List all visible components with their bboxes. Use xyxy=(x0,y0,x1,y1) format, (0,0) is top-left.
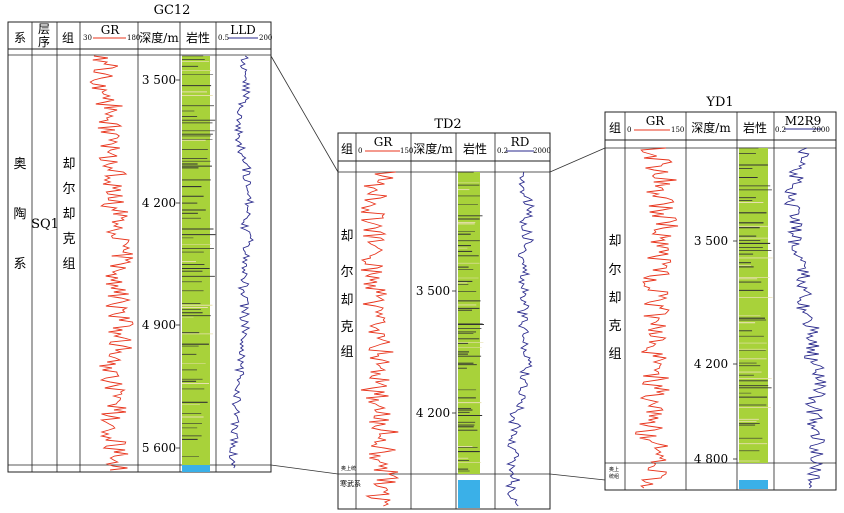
header-resistivity: M2R9 xyxy=(785,114,822,128)
formation-char: 克 xyxy=(62,232,75,247)
gr-curve-yd1 xyxy=(634,147,679,489)
formation-char: 却 xyxy=(62,207,75,222)
res-max: 2000 xyxy=(533,147,551,155)
header-formation: 组 xyxy=(62,31,74,45)
res-min: 0.2 xyxy=(775,126,786,134)
well-frame-yd1 xyxy=(604,111,837,491)
base-correlation-line xyxy=(270,464,339,475)
res-max: 200 xyxy=(259,34,272,42)
formation-char: 组 xyxy=(62,257,75,272)
gr-max: 150 xyxy=(400,147,413,155)
formation-char: 尔 xyxy=(62,182,75,197)
correlation-lines xyxy=(270,55,606,481)
header-depth: 深度/m xyxy=(413,141,453,156)
depth-tick: 4 800 xyxy=(694,452,728,466)
formation-char: 组 xyxy=(608,347,621,362)
formation-char: 却 xyxy=(340,293,353,308)
res-curve-yd1 xyxy=(783,147,827,489)
well-title-td2: TD2 xyxy=(434,117,461,132)
res-min: 0.2 xyxy=(497,147,508,155)
lithology-column-td2 xyxy=(458,171,484,508)
well-yd1: YD1 组 GR 0 150 深度/m 岩性 M2R9 0.2 2000 却 尔… xyxy=(604,95,837,491)
lithology-column-yd1 xyxy=(739,147,773,489)
top-correlation-line xyxy=(549,147,606,173)
depth-tick: 3 500 xyxy=(142,73,176,87)
well-title-yd1: YD1 xyxy=(705,95,733,110)
gr-min: 0 xyxy=(627,126,631,134)
header-lithology: 岩性 xyxy=(463,141,487,156)
depth-tick: 4 200 xyxy=(142,196,176,210)
header-gr: GR xyxy=(374,135,394,149)
header-resistivity: LLD xyxy=(230,23,256,37)
res-min: 0.5 xyxy=(218,34,229,42)
bottom-label-2: 寒武系 xyxy=(340,479,361,488)
formation-char: 尔 xyxy=(608,263,621,278)
gr-max: 180 xyxy=(127,34,140,42)
gr-curve-td2 xyxy=(360,171,400,507)
depth-tick: 5 600 xyxy=(142,441,176,455)
gr-min: 0 xyxy=(358,147,362,155)
bottom-label-1: 奥上 xyxy=(609,466,619,473)
header-system: 系 xyxy=(14,31,26,45)
formation-char: 组 xyxy=(340,345,353,360)
well-frame-gc12 xyxy=(7,21,272,473)
header-sequence-2: 序 xyxy=(38,34,50,49)
well-td2: TD2 组 GR 0 150 深度/m 岩性 RD 0.2 2000 却 尔 却… xyxy=(337,117,551,510)
formation-char: 克 xyxy=(340,320,353,335)
well-title-gc12: GC12 xyxy=(154,3,191,18)
header-gr: GR xyxy=(646,114,666,128)
res-curve-gc12 xyxy=(228,55,255,469)
base-correlation-line xyxy=(549,473,606,481)
depth-tick: 4 900 xyxy=(142,318,176,332)
well-frame-td2 xyxy=(337,132,551,510)
bottom-label-1: 奥上统 xyxy=(341,465,356,472)
lithology-column-gc12 xyxy=(182,55,216,472)
system-char: 陶 xyxy=(13,206,26,222)
header-formation: 组 xyxy=(341,142,353,156)
system-char: 系 xyxy=(13,257,26,272)
header-depth: 深度/m xyxy=(691,120,731,135)
sequence-label: SQ1 xyxy=(31,217,59,232)
depth-tick: 3 500 xyxy=(694,234,728,248)
header-lithology: 岩性 xyxy=(743,120,767,135)
formation-char: 尔 xyxy=(340,265,353,280)
top-correlation-line xyxy=(270,55,339,173)
bottom-label-2: 统组 xyxy=(609,473,619,480)
res-max: 2000 xyxy=(812,126,830,134)
header-resistivity: RD xyxy=(511,135,530,149)
res-curve-td2 xyxy=(505,171,536,507)
system-char: 奥 xyxy=(13,157,26,172)
formation-char: 克 xyxy=(608,319,621,334)
header-gr: GR xyxy=(101,23,121,37)
header-formation: 组 xyxy=(609,121,621,135)
gr-curve-gc12 xyxy=(89,55,134,471)
well-gc12: GC12 系 层 序 组 GR 30 180 深度/m 岩性 LLD 0.5 2… xyxy=(7,3,272,473)
formation-char: 却 xyxy=(608,234,621,249)
header-depth: 深度/m xyxy=(139,30,179,45)
gr-max: 150 xyxy=(671,126,684,134)
formation-char: 却 xyxy=(62,157,75,172)
depth-tick: 3 500 xyxy=(416,284,450,298)
formation-char: 却 xyxy=(608,291,621,306)
depth-tick: 4 200 xyxy=(416,406,450,420)
formation-char: 却 xyxy=(340,229,353,244)
header-lithology: 岩性 xyxy=(186,30,210,45)
depth-tick: 4 200 xyxy=(694,357,728,371)
header-sequence-1: 层 xyxy=(38,22,50,36)
gr-min: 30 xyxy=(83,34,92,42)
